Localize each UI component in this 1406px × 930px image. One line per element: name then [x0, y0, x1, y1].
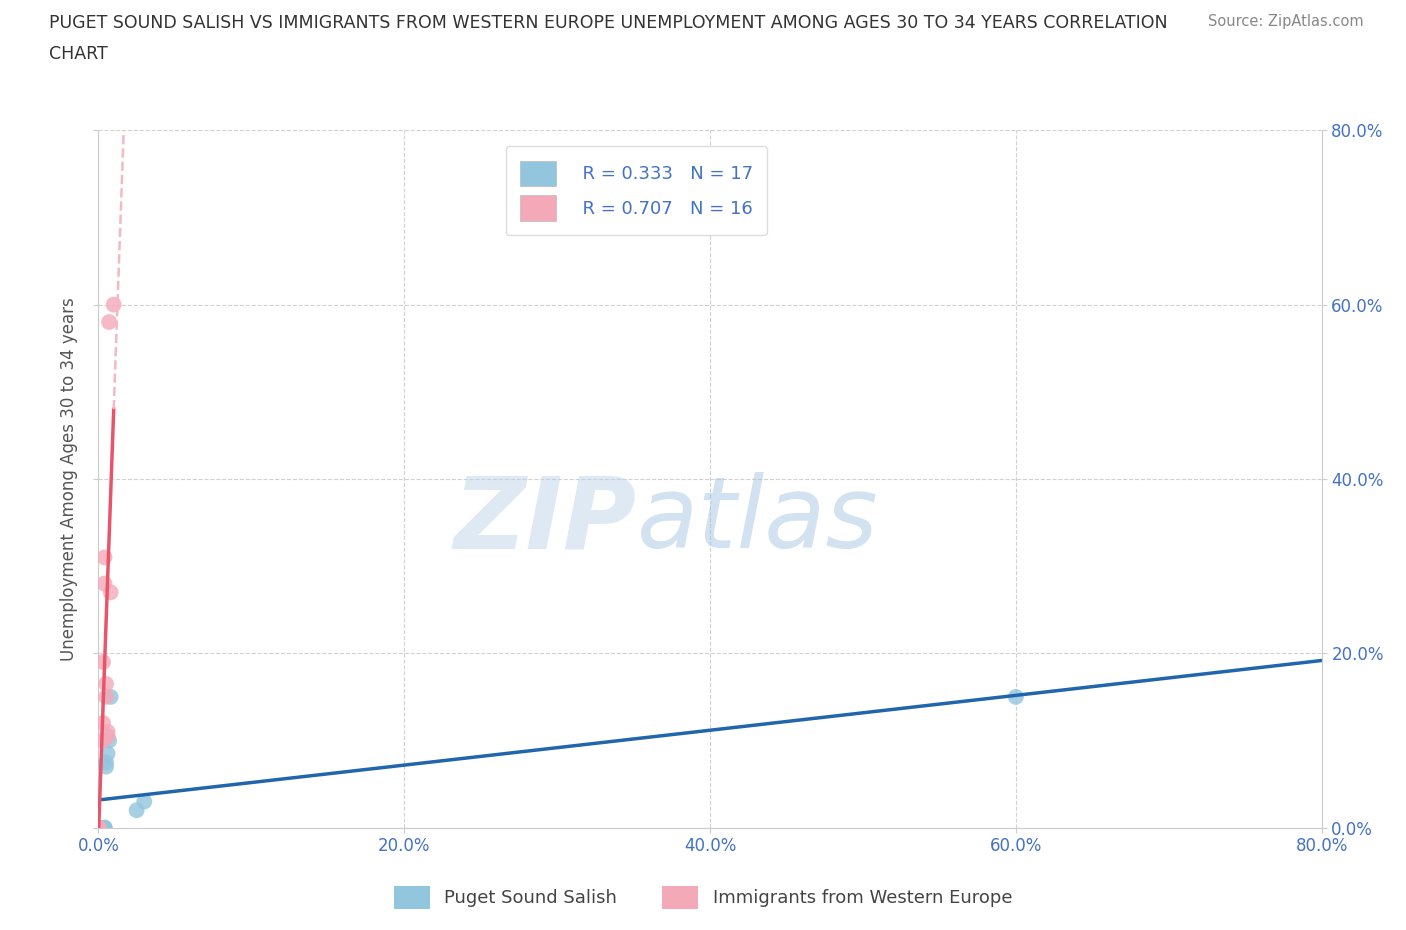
Point	[87, 820, 110, 835]
Point	[97, 746, 120, 761]
Point	[93, 577, 115, 591]
Point	[97, 724, 120, 739]
Point	[87, 820, 110, 835]
Point	[87, 820, 110, 835]
Point	[93, 820, 115, 835]
Legend: Puget Sound Salish, Immigrants from Western Europe: Puget Sound Salish, Immigrants from West…	[387, 879, 1019, 916]
Point	[125, 803, 148, 817]
Point	[100, 689, 122, 704]
Point	[93, 550, 115, 565]
Point	[94, 759, 117, 774]
Point	[100, 585, 122, 600]
Point	[93, 820, 115, 835]
Point	[87, 820, 110, 835]
Point	[87, 820, 110, 835]
Point	[87, 820, 110, 835]
Text: Source: ZipAtlas.com: Source: ZipAtlas.com	[1208, 14, 1364, 29]
Text: CHART: CHART	[49, 45, 108, 62]
Point	[94, 755, 117, 770]
Point	[87, 820, 110, 835]
Point	[94, 689, 117, 704]
Point	[91, 716, 114, 731]
Text: atlas: atlas	[637, 472, 879, 569]
Point	[1004, 689, 1026, 704]
Point	[93, 820, 115, 835]
Point	[94, 676, 117, 691]
Point	[98, 314, 121, 329]
Point	[97, 729, 120, 744]
Point	[91, 733, 114, 748]
Point	[134, 794, 156, 809]
Point	[87, 820, 110, 835]
Legend:   R = 0.333   N = 17,   R = 0.707   N = 16: R = 0.333 N = 17, R = 0.707 N = 16	[506, 146, 768, 235]
Y-axis label: Unemployment Among Ages 30 to 34 years: Unemployment Among Ages 30 to 34 years	[59, 297, 77, 661]
Point	[103, 298, 125, 312]
Point	[98, 733, 121, 748]
Point	[87, 820, 110, 835]
Text: ZIP: ZIP	[454, 472, 637, 569]
Text: PUGET SOUND SALISH VS IMMIGRANTS FROM WESTERN EUROPE UNEMPLOYMENT AMONG AGES 30 : PUGET SOUND SALISH VS IMMIGRANTS FROM WE…	[49, 14, 1168, 32]
Point	[87, 820, 110, 835]
Point	[91, 655, 114, 670]
